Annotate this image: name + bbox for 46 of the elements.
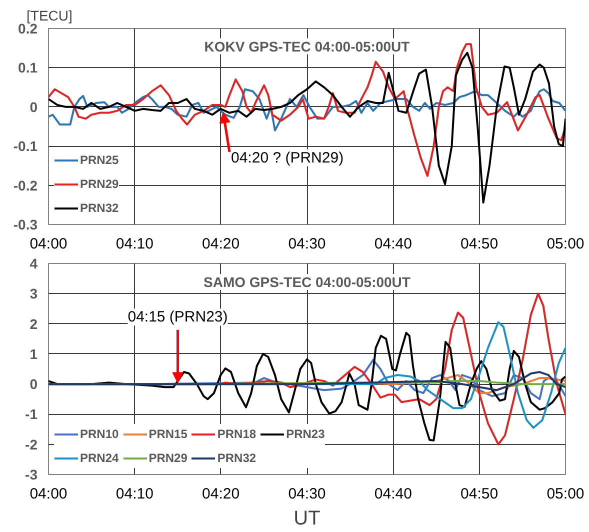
x-axis-title: UT (294, 508, 320, 530)
line-series (48, 88, 566, 132)
y-tick-label: -0.2 (13, 177, 38, 194)
legend-label: PRN29 (80, 177, 119, 191)
legend-label: PRN10 (80, 427, 119, 441)
y-tick-label: 0.1 (18, 60, 38, 76)
annotation: 04:15 (PRN23) (128, 308, 228, 326)
x-tick-label: 04:30 (288, 486, 326, 502)
y-tick-label: -2 (25, 436, 38, 452)
y-tick-label: -1 (25, 406, 38, 422)
x-tick-label: 05:00 (546, 486, 584, 502)
annotation: 04:20 ? (PRN29) (231, 149, 344, 166)
legend-label: PRN15 (148, 427, 188, 441)
y-tick-label: 1 (30, 346, 38, 362)
x-tick-label: 04:30 (288, 236, 326, 252)
line-series (48, 52, 566, 204)
legend-label: PRN29 (148, 451, 188, 465)
legend-label: PRN18 (217, 427, 256, 441)
y-tick-label: -0.1 (13, 138, 38, 154)
x-tick-label: 04:40 (374, 486, 412, 502)
y-tick-label: 0 (30, 376, 38, 392)
x-tick-label: 04:00 (30, 486, 68, 502)
x-tick-label: 04:10 (116, 486, 154, 502)
x-tick-label: 04:10 (116, 236, 154, 252)
y-tick-label: 4 (30, 256, 38, 272)
y-tick-label: -0.3 (13, 216, 38, 232)
x-tick-label: 04:50 (460, 486, 498, 502)
legend-label: PRN32 (80, 201, 119, 215)
x-tick-label: 04:50 (460, 236, 498, 252)
legend-label: PRN23 (286, 427, 325, 441)
x-tick-label: 04:00 (30, 236, 68, 252)
legend-label: PRN32 (217, 451, 256, 465)
y-tick-label: 0 (30, 98, 38, 115)
x-tick-label: 05:00 (546, 236, 584, 252)
x-tick-label: 04:40 (374, 236, 412, 252)
y-tick-label: 3 (30, 286, 38, 302)
line-series (48, 332, 566, 442)
x-tick-label: 04:20 (202, 486, 240, 502)
legend-label: PRN24 (80, 451, 119, 465)
y-tick-label: 2 (30, 316, 38, 332)
legend-label: PRN25 (80, 153, 119, 167)
y-tick-label: -3 (25, 466, 38, 482)
x-tick-label: 04:20 (202, 236, 240, 252)
text: KOKV GPS-TEC 04:00-05:00UT (204, 38, 410, 54)
text: SAMO GPS-TEC 04:00-05:00UT (204, 274, 411, 290)
line-series (48, 43, 566, 177)
